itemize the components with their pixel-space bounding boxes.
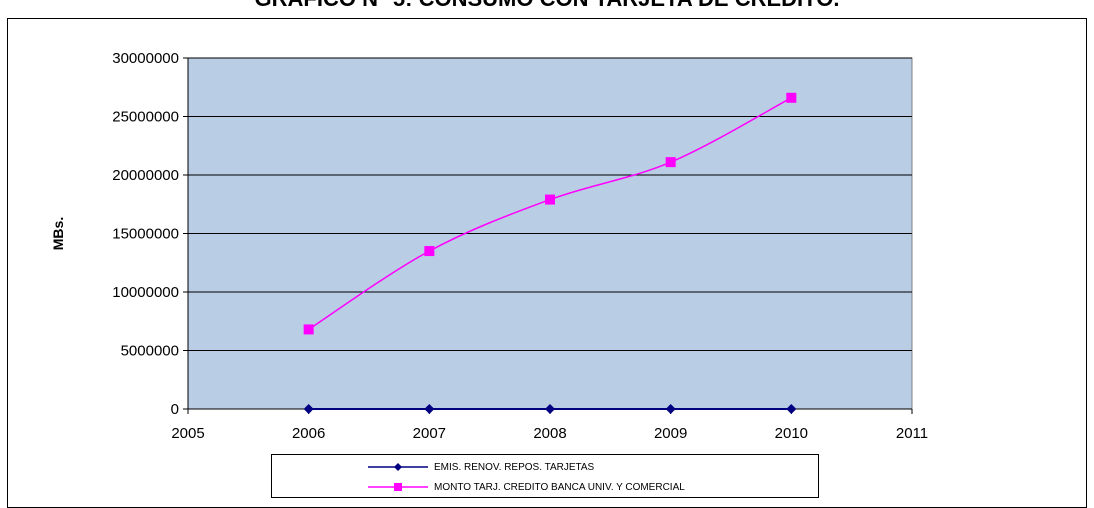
x-tick-label: 2005 (171, 425, 204, 442)
data-point-0 (545, 404, 555, 414)
y-tick-label: 30000000 (112, 50, 179, 67)
data-point-0 (303, 404, 314, 414)
legend-item-monto: MONTO TARJ. CREDITO BANCA UNIV. Y COMERC… (272, 477, 685, 497)
x-tick-label: 2010 (775, 425, 808, 442)
y-tick-label: 10000000 (112, 284, 179, 301)
x-tick-label: 2006 (292, 425, 325, 442)
chart-title: GRAFICO N° 5: CONSUMO CON TARJETA DE CRE… (0, 0, 1094, 12)
y-tick-label: 0 (171, 401, 179, 418)
x-tick-label: 2009 (654, 425, 687, 442)
y-tick-label: 20000000 (112, 167, 179, 184)
y-tick-labels: 0 5000000 10000000 15000000 20000000 25000000… (112, 50, 179, 418)
x-tick-label: 2008 (533, 425, 566, 442)
legend-swatch-diamond-icon (368, 463, 428, 471)
data-point-1 (545, 194, 555, 205)
legend: EMIS. RENOV. REPOS. TARJETAS MONTO TARJ.… (271, 454, 819, 498)
legend-swatch-square-icon (368, 483, 428, 491)
y-axis-title: MBs. (50, 217, 66, 250)
y-tick-label: 25000000 (112, 109, 179, 126)
legend-item-emis: EMIS. RENOV. REPOS. TARJETAS (272, 457, 594, 477)
legend-label-emis: EMIS. RENOV. REPOS. TARJETAS (434, 461, 595, 473)
x-tick-labels: 2005 2006 2007 2008 2009 2010 2011 (171, 425, 928, 442)
data-point-1 (303, 324, 314, 335)
grid-lines (188, 57, 912, 351)
y-tick-label: 15000000 (112, 226, 179, 243)
data-point-1 (424, 246, 435, 257)
data-point-0 (424, 404, 435, 414)
data-point-0 (665, 404, 676, 414)
x-tick-label: 2011 (896, 425, 928, 442)
x-tick-label: 2007 (413, 425, 446, 442)
data-point-1 (786, 92, 797, 103)
data-point-0 (786, 404, 797, 414)
series-markers (303, 92, 797, 414)
data-point-1 (665, 157, 676, 168)
legend-label-monto: MONTO TARJ. CREDITO BANCA UNIV. Y COMERC… (434, 481, 685, 493)
y-tick-label: 5000000 (121, 343, 179, 360)
